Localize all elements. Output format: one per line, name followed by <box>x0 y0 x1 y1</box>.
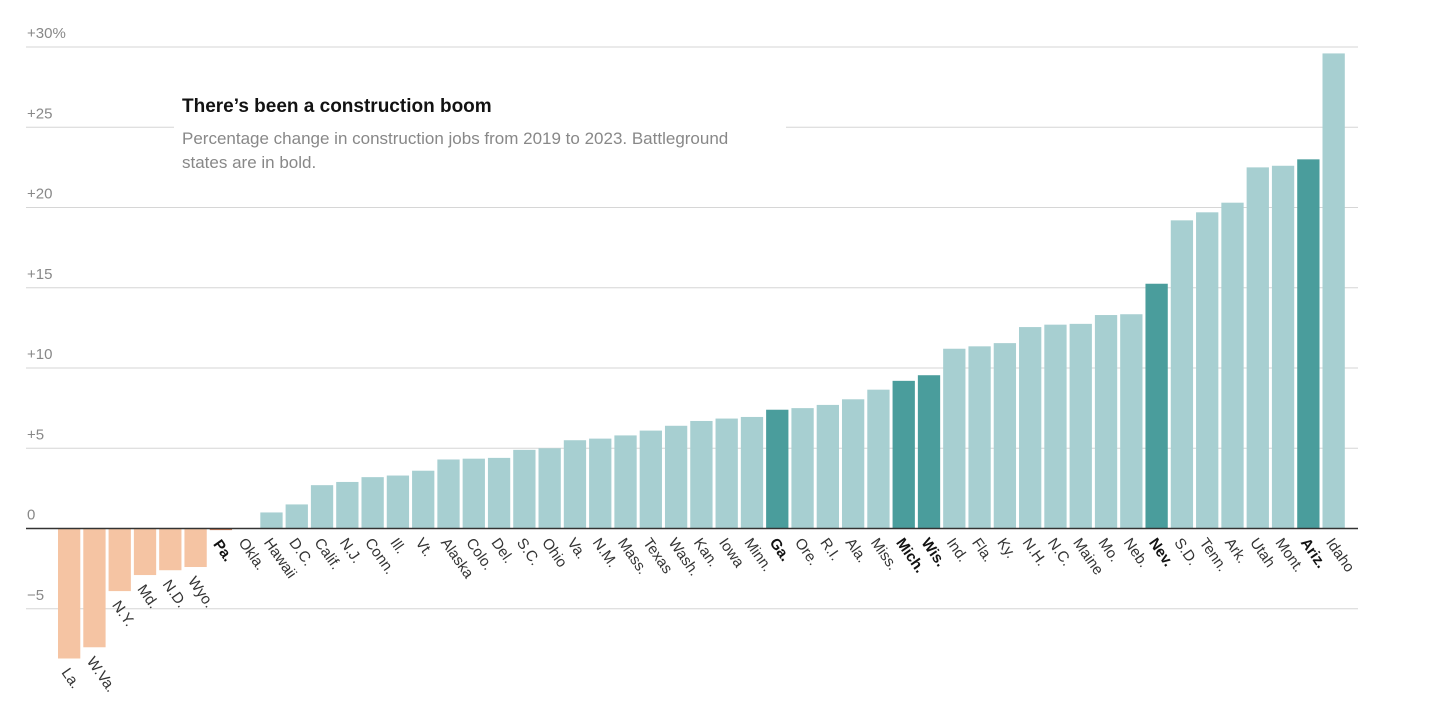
bar <box>133 528 157 576</box>
bar <box>563 440 587 529</box>
bar <box>1271 165 1295 529</box>
y-axis-tick-labels: +30% +25 +20 +15 +10 +5 0 −5 <box>27 25 66 604</box>
y-tick-label: +15 <box>27 266 52 283</box>
bar <box>715 418 738 529</box>
chart-subtitle-line-2: states are in bold. <box>182 153 316 172</box>
state-label: W.Va. <box>83 654 119 696</box>
bar <box>1019 327 1042 529</box>
y-tick-label: 0 <box>27 507 35 524</box>
state-label: Ill. <box>386 535 409 557</box>
bar <box>1297 159 1320 529</box>
state-label: Ore. <box>791 535 822 569</box>
state-label: S.C. <box>513 535 544 569</box>
bar <box>1094 315 1118 529</box>
chart-title: There’s been a construction boom <box>182 96 492 117</box>
state-label: Wyo. <box>184 574 217 612</box>
bar <box>766 409 789 529</box>
bar <box>892 380 915 529</box>
bar <box>968 346 991 529</box>
bar <box>993 343 1017 529</box>
state-label: Ohio <box>538 535 570 571</box>
bar <box>260 512 283 529</box>
bar <box>841 399 865 529</box>
title-background <box>174 82 786 182</box>
bar <box>538 448 561 529</box>
state-label: Okla. <box>235 535 269 573</box>
state-label: Fla. <box>968 535 996 565</box>
state-label: N.H. <box>1019 535 1050 569</box>
state-label: Idaho <box>1322 535 1357 576</box>
bar <box>285 504 308 529</box>
bar <box>589 438 612 529</box>
state-label: Ky. <box>993 535 1019 562</box>
bar <box>639 430 662 529</box>
bar <box>1170 220 1194 529</box>
state-label: Vt. <box>412 535 436 560</box>
bar <box>816 404 839 529</box>
state-label: Iowa <box>715 535 747 571</box>
bar <box>310 485 334 529</box>
bar <box>943 348 966 529</box>
bar <box>83 528 106 648</box>
bar <box>690 420 713 529</box>
bar <box>1196 212 1219 529</box>
bar <box>917 375 941 529</box>
bar <box>184 528 207 568</box>
bar <box>614 435 637 529</box>
y-tick-label: +20 <box>27 186 52 203</box>
state-label: Pa. <box>209 537 236 565</box>
bar <box>361 477 384 529</box>
chart-title-box: There’s been a construction boom Percent… <box>174 82 786 182</box>
bar <box>159 528 182 571</box>
y-tick-label: +30% <box>27 25 66 42</box>
bar <box>437 459 460 529</box>
bar <box>664 425 688 529</box>
bar <box>513 449 536 529</box>
bar <box>1145 283 1168 529</box>
bar <box>867 389 890 529</box>
y-tick-label: −5 <box>27 587 44 604</box>
bar <box>740 416 764 529</box>
bar <box>209 528 233 531</box>
bar <box>1322 53 1345 529</box>
state-label: Utah <box>1246 535 1278 571</box>
state-label: Calif. <box>311 535 345 573</box>
state-label: S.D. <box>1170 535 1201 569</box>
bar <box>791 408 814 529</box>
state-label: Md. <box>134 582 162 612</box>
bar <box>58 528 81 659</box>
bars <box>58 53 1345 659</box>
bar <box>412 470 435 529</box>
state-label: Neb. <box>1120 535 1152 571</box>
bar <box>386 475 410 529</box>
bar <box>1069 323 1092 529</box>
state-label: Nev. <box>1145 535 1176 570</box>
y-tick-label: +5 <box>27 426 44 443</box>
bar <box>336 481 359 529</box>
state-label: Ala. <box>842 535 871 566</box>
chart-subtitle-line-1: Percentage change in construction jobs f… <box>182 129 728 148</box>
y-tick-label: +10 <box>27 346 52 363</box>
bar <box>462 458 485 529</box>
bar <box>1120 314 1143 529</box>
bar <box>108 528 131 592</box>
bar <box>1044 324 1067 529</box>
state-label: N.C. <box>1044 535 1075 569</box>
y-tick-label: +25 <box>27 105 52 122</box>
bar <box>1246 167 1269 529</box>
state-label: N.M. <box>589 535 621 571</box>
state-label: N.Y. <box>108 598 138 630</box>
state-label: La. <box>58 665 84 692</box>
state-label: Miss. <box>867 535 901 573</box>
state-labels: La. W.Va.N.Y.Md.N.D.Wyo.Pa.Okla.HawaiiD.C… <box>58 535 1358 695</box>
bar <box>1221 202 1244 529</box>
bar <box>487 457 511 529</box>
